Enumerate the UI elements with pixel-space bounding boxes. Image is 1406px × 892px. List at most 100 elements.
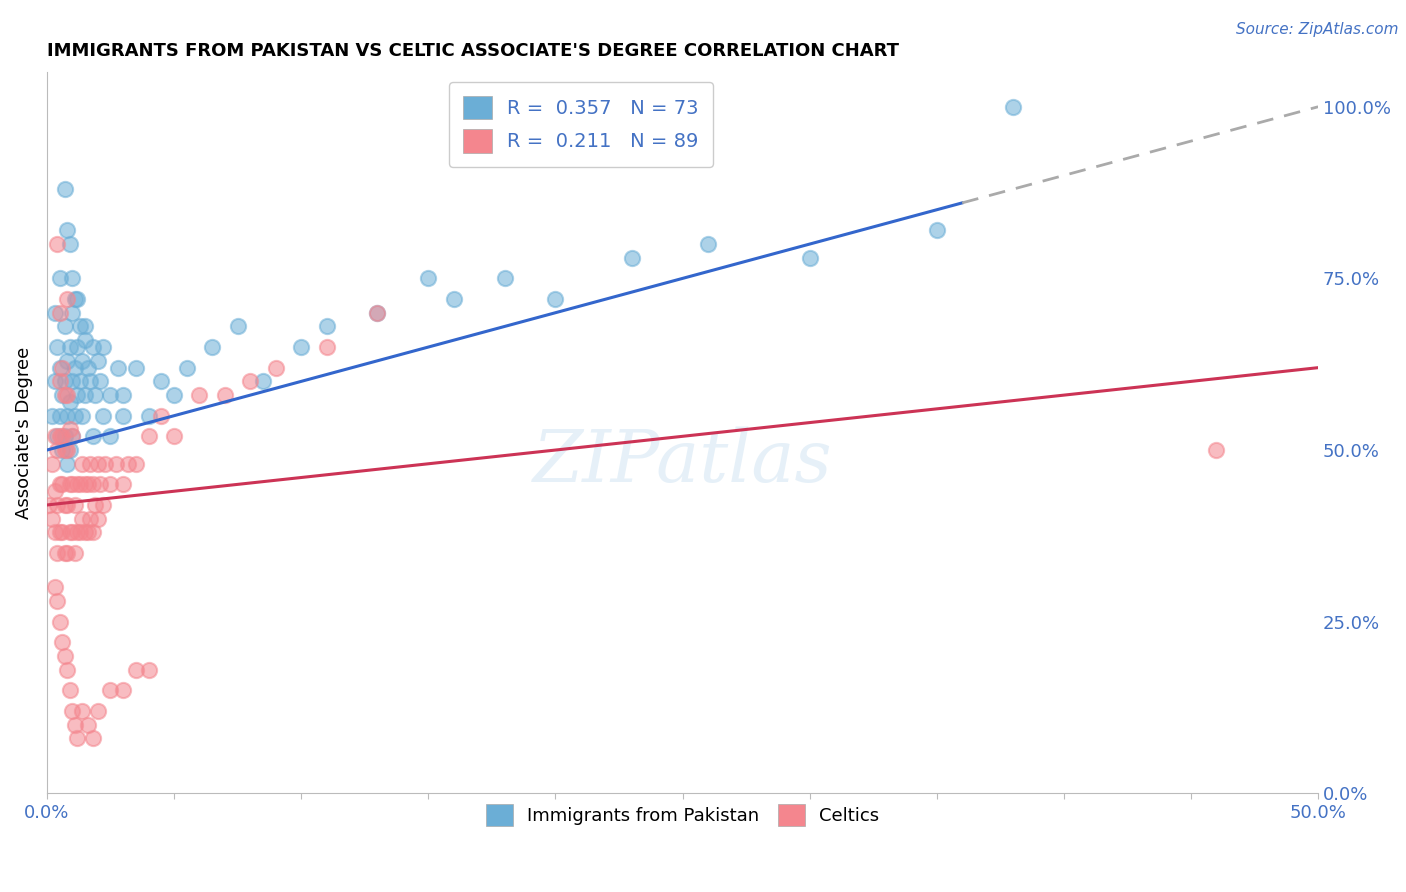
Point: [59, 477, 82, 491]
Point: [89, 477, 111, 491]
Point: [697, 237, 720, 252]
Point: [315, 340, 337, 354]
Point: [112, 388, 135, 402]
Point: [72, 409, 94, 423]
Point: [59, 683, 82, 698]
Point: [87, 457, 110, 471]
Point: [56, 498, 79, 512]
Point: [56, 292, 79, 306]
Point: [87, 353, 110, 368]
Point: [226, 319, 249, 334]
Point: [73, 477, 96, 491]
Point: [48, 477, 70, 491]
Point: [443, 292, 465, 306]
Point: [53, 546, 76, 560]
Point: [100, 683, 122, 698]
Point: [66, 525, 89, 540]
Point: [44, 429, 66, 443]
Point: [44, 580, 66, 594]
Point: [51, 360, 73, 375]
Point: [44, 375, 66, 389]
Point: [69, 477, 91, 491]
Point: [73, 333, 96, 347]
Point: [63, 498, 86, 512]
Point: [59, 525, 82, 540]
Point: [51, 388, 73, 402]
Point: [72, 353, 94, 368]
Point: [176, 360, 198, 375]
Text: Source: ZipAtlas.com: Source: ZipAtlas.com: [1236, 22, 1399, 37]
Point: [544, 292, 567, 306]
Point: [66, 731, 89, 746]
Point: [51, 635, 73, 649]
Point: [66, 477, 89, 491]
Point: [82, 340, 104, 354]
Point: [59, 237, 82, 252]
Point: [163, 388, 186, 402]
Point: [60, 429, 83, 443]
Point: [91, 498, 114, 512]
Point: [1002, 100, 1025, 114]
Point: [48, 525, 70, 540]
Point: [69, 525, 91, 540]
Point: [72, 704, 94, 718]
Point: [63, 360, 86, 375]
Point: [91, 409, 114, 423]
Point: [53, 182, 76, 196]
Legend: Immigrants from Pakistan, Celtics: Immigrants from Pakistan, Celtics: [477, 795, 889, 835]
Point: [48, 375, 70, 389]
Point: [84, 498, 107, 512]
Text: IMMIGRANTS FROM PAKISTAN VS CELTIC ASSOCIATE'S DEGREE CORRELATION CHART: IMMIGRANTS FROM PAKISTAN VS CELTIC ASSOC…: [46, 42, 898, 60]
Point: [63, 717, 86, 731]
Point: [51, 477, 73, 491]
Point: [76, 717, 98, 731]
Point: [138, 429, 160, 443]
Point: [117, 457, 139, 471]
Point: [112, 409, 135, 423]
Point: [56, 457, 79, 471]
Point: [56, 443, 79, 458]
Point: [89, 375, 111, 389]
Point: [163, 429, 186, 443]
Point: [51, 429, 73, 443]
Point: [46, 546, 69, 560]
Point: [56, 409, 79, 423]
Point: [44, 484, 66, 499]
Point: [56, 663, 79, 677]
Point: [46, 237, 69, 252]
Point: [366, 306, 388, 320]
Y-axis label: Associate's Degree: Associate's Degree: [15, 347, 32, 519]
Point: [100, 477, 122, 491]
Point: [201, 340, 224, 354]
Point: [72, 512, 94, 526]
Point: [125, 457, 148, 471]
Point: [125, 663, 148, 677]
Point: [366, 306, 388, 320]
Point: [60, 271, 83, 285]
Point: [84, 388, 107, 402]
Point: [87, 512, 110, 526]
Point: [41, 409, 63, 423]
Point: [56, 388, 79, 402]
Point: [48, 429, 70, 443]
Point: [107, 360, 129, 375]
Text: ZIPatlas: ZIPatlas: [533, 426, 832, 497]
Point: [60, 375, 83, 389]
Point: [82, 429, 104, 443]
Point: [41, 512, 63, 526]
Point: [104, 457, 127, 471]
Point: [79, 512, 101, 526]
Point: [66, 292, 89, 306]
Point: [44, 306, 66, 320]
Point: [53, 319, 76, 334]
Point: [51, 525, 73, 540]
Point: [59, 395, 82, 409]
Point: [59, 443, 82, 458]
Point: [214, 388, 236, 402]
Point: [76, 477, 98, 491]
Point: [38, 498, 60, 512]
Point: [72, 457, 94, 471]
Point: [150, 375, 173, 389]
Point: [87, 704, 110, 718]
Point: [41, 457, 63, 471]
